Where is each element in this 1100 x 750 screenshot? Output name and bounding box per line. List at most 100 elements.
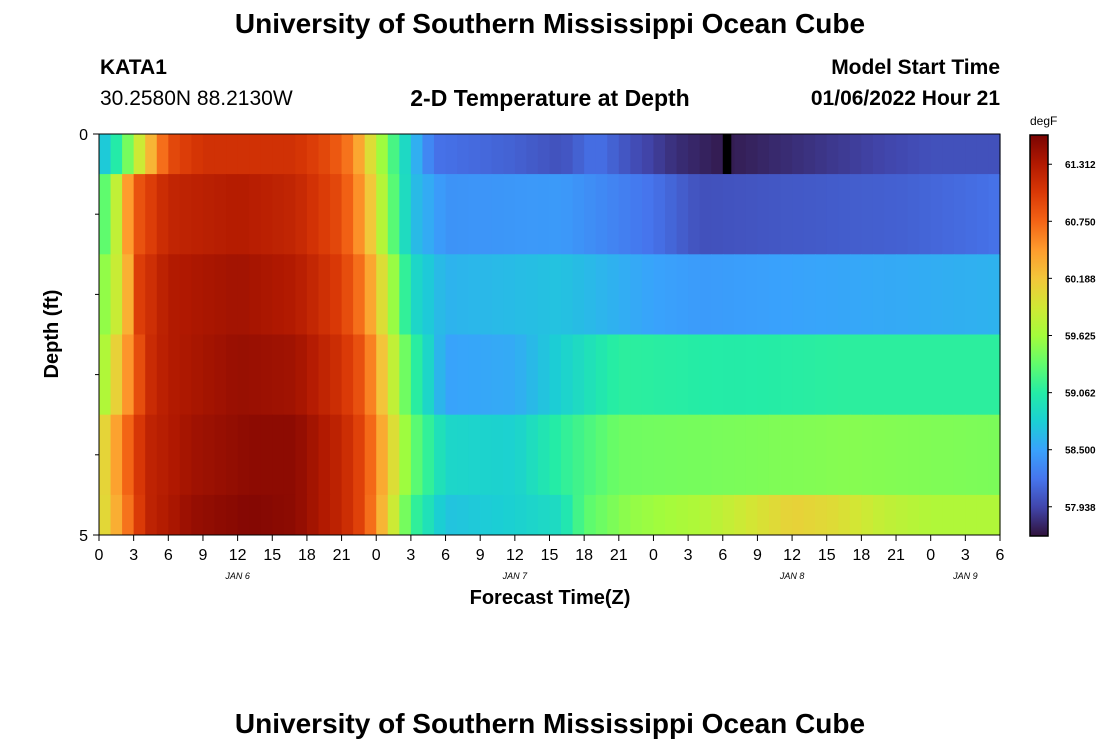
heat-cell [353, 134, 366, 175]
heat-cell [722, 414, 735, 496]
heat-cell [145, 254, 158, 335]
heat-cell [110, 334, 123, 416]
heat-cell [353, 334, 366, 416]
heat-cell [630, 254, 643, 335]
heat-cell [202, 414, 216, 496]
heat-cell [526, 414, 539, 496]
heat-cell [549, 134, 562, 175]
heat-cell [260, 174, 273, 255]
heat-cell [376, 174, 389, 255]
heat-cell [179, 134, 193, 175]
heat-cell [272, 254, 285, 335]
station-id: KATA1 [100, 56, 167, 79]
heat-cell [445, 174, 458, 255]
heat-cell [768, 494, 782, 536]
x-day-label: JAN 8 [779, 571, 805, 581]
heat-cell [595, 414, 608, 496]
heatmap-layers [99, 134, 1001, 536]
heat-cell [780, 494, 793, 536]
heat-cell [99, 414, 112, 496]
heat-cell [861, 414, 874, 496]
heat-cell [630, 334, 643, 416]
heat-cell [561, 134, 574, 175]
heat-cell [630, 174, 643, 255]
heat-cell [457, 134, 470, 175]
heat-cell [711, 494, 724, 536]
heat-cell [641, 414, 655, 496]
x-axis-label: Forecast Time(Z) [470, 587, 631, 609]
heat-cell [826, 174, 839, 255]
heat-cell [618, 174, 631, 255]
depth-layer-5 [99, 494, 1001, 536]
depth-layer-4 [99, 414, 1001, 496]
heat-cell [884, 494, 897, 536]
heat-cell [306, 334, 320, 416]
heat-cell [260, 494, 273, 536]
heat-cell [99, 254, 112, 335]
heat-cell [353, 494, 366, 536]
heat-cell [572, 414, 585, 496]
heat-cell [688, 254, 701, 335]
heat-cell [295, 134, 308, 175]
heat-cell [988, 494, 1001, 536]
colorbar-label: 58.500 [1065, 446, 1096, 457]
heat-cell [572, 334, 585, 416]
heat-cell [214, 334, 227, 416]
heat-cell [953, 334, 966, 416]
heat-cell [849, 414, 862, 496]
heat-cell [572, 254, 585, 335]
heat-cell [745, 334, 759, 416]
heat-cell [699, 254, 712, 335]
heat-cell [572, 174, 585, 255]
heat-cell [445, 494, 458, 536]
colorbar-unit: degF [1030, 114, 1057, 128]
heat-cell [214, 254, 227, 335]
heat-cell [214, 494, 227, 536]
x-tick-label: 21 [333, 547, 351, 564]
heat-cell [688, 494, 701, 536]
heat-cell [584, 174, 597, 255]
heat-cell [503, 134, 516, 175]
heat-cell [433, 334, 447, 416]
heat-cell [526, 494, 539, 536]
x-tick-label: 18 [298, 547, 316, 564]
heat-cell [699, 174, 712, 255]
heat-cell [849, 134, 862, 175]
heat-cell [156, 414, 169, 496]
heat-cell [410, 494, 424, 536]
heat-cell [803, 254, 816, 335]
heat-cell [526, 174, 539, 255]
heat-cell [156, 254, 169, 335]
heat-cell [364, 414, 377, 496]
heat-cell [988, 334, 1001, 416]
heat-cell [734, 494, 747, 536]
heat-cell [584, 134, 597, 175]
heat-cell [607, 334, 620, 416]
heat-cell [422, 174, 435, 255]
heat-cell [884, 174, 897, 255]
heat-cell [145, 134, 158, 175]
heat-cell [191, 494, 204, 536]
heat-cell [549, 334, 562, 416]
heat-cell [976, 414, 990, 496]
heat-cell [353, 174, 366, 255]
heat-cell [676, 174, 689, 255]
colorbar: degF 61.312 60.750 60.188 59.625 59.062 58.50… [1029, 114, 1096, 537]
heat-cell [549, 414, 562, 496]
heat-cell [283, 494, 296, 536]
heat-cell [445, 414, 458, 496]
heat-cell [226, 494, 239, 536]
heat-cell [156, 334, 169, 416]
heat-cell [584, 334, 597, 416]
heat-cell [607, 174, 620, 255]
x-tick-label: 12 [506, 547, 524, 564]
heat-cell [122, 494, 135, 536]
heat-cell [595, 494, 608, 536]
heat-cell [734, 414, 747, 496]
heat-cell [537, 414, 551, 496]
heat-cell [214, 414, 227, 496]
heat-cell [745, 494, 759, 536]
heat-cell [110, 174, 123, 255]
heat-cell [387, 134, 400, 175]
heat-cell [919, 134, 932, 175]
